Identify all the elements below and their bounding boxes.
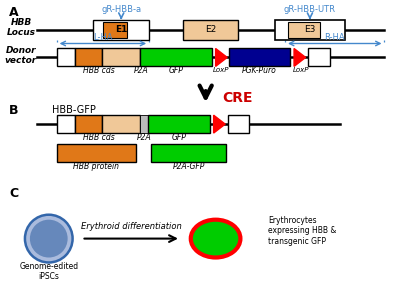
Text: A: A — [9, 6, 19, 19]
Text: P2A: P2A — [137, 132, 152, 141]
Bar — [74, 115, 102, 133]
Text: R-HA: R-HA — [324, 33, 345, 42]
Text: LoxP: LoxP — [213, 67, 230, 73]
Polygon shape — [294, 48, 306, 67]
Polygon shape — [214, 115, 225, 133]
Bar — [148, 115, 210, 133]
Bar — [102, 48, 140, 67]
Bar — [275, 20, 345, 39]
Text: GFP: GFP — [168, 66, 183, 75]
Text: C: C — [9, 187, 18, 200]
Bar — [57, 115, 74, 133]
Text: HBB
Locus: HBB Locus — [6, 18, 36, 37]
Bar — [140, 115, 148, 133]
Polygon shape — [216, 48, 227, 67]
Text: CRE: CRE — [222, 91, 253, 105]
Circle shape — [30, 220, 68, 257]
Bar — [94, 20, 149, 39]
Bar — [228, 48, 290, 67]
Text: E3: E3 — [304, 25, 316, 34]
Bar — [183, 20, 238, 39]
Text: B: B — [9, 104, 18, 117]
Text: L-HA: L-HA — [93, 33, 113, 42]
Text: P2A-GFP: P2A-GFP — [172, 163, 205, 172]
Text: Donor
vector: Donor vector — [5, 46, 37, 65]
Text: Erythroid differentiation: Erythroid differentiation — [81, 222, 182, 231]
Bar — [57, 144, 136, 162]
Text: Erythrocytes
expressing HBB &
transgenic GFP: Erythrocytes expressing HBB & transgenic… — [268, 216, 337, 246]
Text: gR-HBB-UTR: gR-HBB-UTR — [284, 5, 336, 14]
Text: Genome-edited
iPSCs: Genome-edited iPSCs — [19, 262, 78, 281]
Text: HBB cds: HBB cds — [82, 66, 114, 75]
Text: PGK-Puro: PGK-Puro — [242, 66, 277, 75]
Text: P2A: P2A — [134, 66, 148, 75]
Text: HBB cds: HBB cds — [82, 132, 114, 141]
Bar — [288, 22, 320, 38]
Text: HBB protein: HBB protein — [74, 163, 120, 172]
Text: GFP: GFP — [172, 132, 186, 141]
Bar — [140, 48, 212, 67]
Circle shape — [25, 215, 72, 262]
Bar — [74, 48, 102, 67]
Text: E2: E2 — [205, 25, 216, 34]
Text: E1: E1 — [115, 25, 128, 34]
Text: HBB-GFP: HBB-GFP — [52, 105, 96, 115]
Bar — [103, 22, 127, 38]
Bar — [228, 115, 249, 133]
Bar — [151, 144, 226, 162]
Bar — [57, 48, 74, 67]
Text: gR-HBB-a: gR-HBB-a — [101, 5, 141, 14]
Text: LoxP: LoxP — [293, 67, 309, 73]
Ellipse shape — [191, 220, 240, 257]
Bar — [308, 48, 330, 67]
Bar — [102, 115, 140, 133]
